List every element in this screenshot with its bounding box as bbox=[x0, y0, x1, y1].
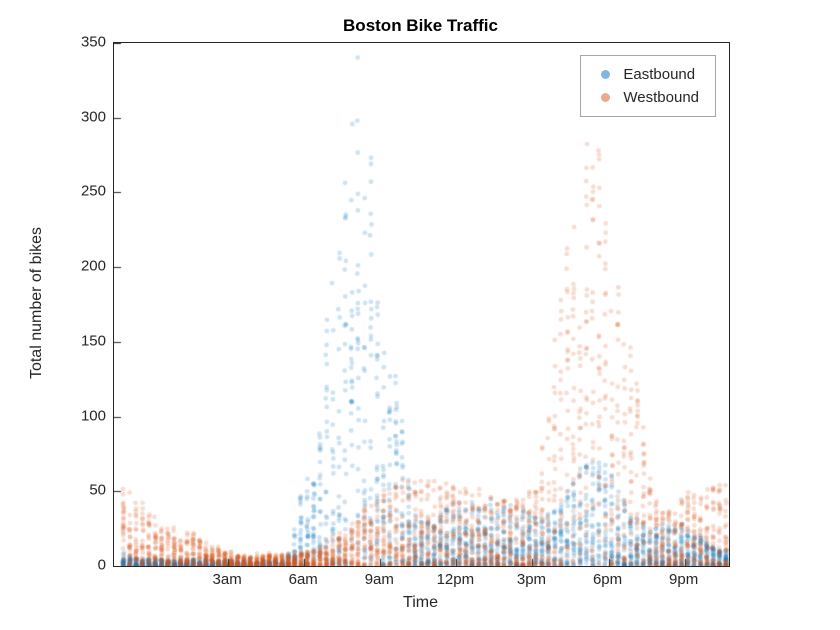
y-axis-label: Total number of bikes bbox=[28, 226, 45, 380]
y-tick-label: 150 bbox=[80, 332, 106, 350]
y-tick-label: 0 bbox=[97, 556, 106, 574]
x-tick-label: 9pm bbox=[669, 571, 699, 588]
y-tick-label: 250 bbox=[80, 182, 106, 200]
y-tick-label: 300 bbox=[80, 108, 106, 126]
legend-entry: Eastbound bbox=[587, 63, 699, 86]
x-tick-label: 9am bbox=[364, 571, 394, 588]
x-tick-label: 12pm bbox=[436, 571, 475, 588]
x-tick-label: 6am bbox=[288, 571, 318, 588]
legend-label: Westbound bbox=[623, 89, 699, 106]
y-tick-label: 100 bbox=[80, 407, 106, 425]
legend-label: Eastbound bbox=[623, 66, 696, 83]
scatter-canvas bbox=[114, 43, 729, 566]
x-tick-label: 3pm bbox=[516, 571, 547, 588]
legend-entry: Westbound bbox=[587, 86, 699, 109]
legend-marker-icon bbox=[601, 93, 611, 102]
legend: Eastbound Westbound bbox=[580, 55, 716, 117]
chart-title: Boston Bike Traffic bbox=[343, 16, 498, 35]
x-tick-label: 6pm bbox=[592, 571, 623, 588]
x-tick-label: 3am bbox=[212, 571, 242, 588]
y-tick-label: 200 bbox=[80, 257, 106, 275]
legend-marker-icon bbox=[601, 70, 611, 79]
plot-area: Eastbound Westbound bbox=[113, 42, 730, 567]
y-tick-label: 350 bbox=[80, 33, 106, 51]
y-tick-label: 50 bbox=[89, 481, 106, 499]
x-axis-label: Time bbox=[403, 594, 438, 611]
